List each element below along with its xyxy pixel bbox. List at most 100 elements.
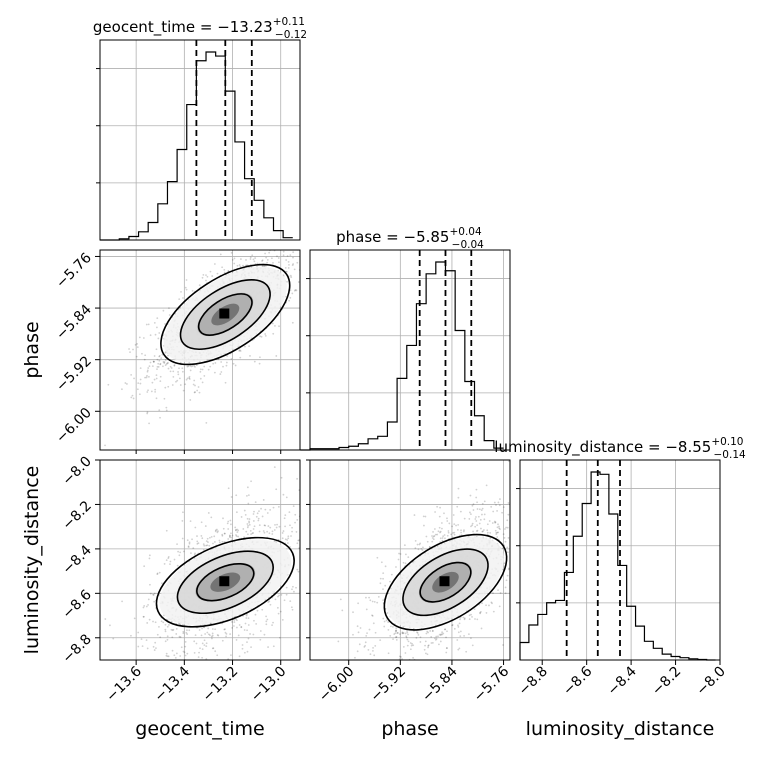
sample-point xyxy=(246,650,249,653)
sample-point xyxy=(302,640,304,642)
sample-point xyxy=(247,524,249,527)
sample-point xyxy=(407,640,410,643)
sample-point xyxy=(382,572,385,575)
sample-point xyxy=(216,531,219,534)
sample-point xyxy=(238,264,241,266)
sample-point xyxy=(456,528,459,531)
sample-point xyxy=(240,516,243,518)
y-tick-label: −8.6 xyxy=(59,587,94,622)
sample-point xyxy=(199,368,202,371)
sample-point xyxy=(249,355,251,357)
sample-point xyxy=(374,644,377,647)
sample-point xyxy=(416,631,418,634)
sample-point xyxy=(219,541,221,544)
sample-point xyxy=(193,364,196,367)
sample-point xyxy=(227,538,230,540)
sample-point xyxy=(221,534,224,537)
sample-point xyxy=(196,540,199,543)
sample-point xyxy=(471,504,474,507)
sample-point xyxy=(240,626,243,629)
sample-point xyxy=(235,528,237,531)
x-tick-label: −13.0 xyxy=(248,664,290,706)
sample-point xyxy=(467,633,470,635)
sample-point xyxy=(381,663,383,665)
sample-point xyxy=(201,656,204,659)
sample-point xyxy=(243,629,246,631)
sample-point xyxy=(201,648,204,651)
sample-point xyxy=(344,225,346,227)
sample-point xyxy=(214,650,217,653)
sample-point xyxy=(149,592,152,595)
x-tick-label: −5.92 xyxy=(367,664,409,706)
sample-point xyxy=(492,610,495,613)
sample-point xyxy=(181,537,184,540)
sample-point xyxy=(248,523,251,526)
sample-point xyxy=(209,270,212,273)
sample-point xyxy=(287,535,290,538)
sample-point xyxy=(281,241,283,243)
sample-point xyxy=(230,496,233,498)
sample-point xyxy=(498,605,501,608)
sample-point xyxy=(160,620,163,623)
sample-point xyxy=(274,248,276,250)
sample-point xyxy=(268,600,271,603)
sample-point xyxy=(307,512,309,514)
sample-point xyxy=(228,536,231,538)
sample-point xyxy=(277,505,280,508)
sample-point xyxy=(73,400,75,402)
sample-point xyxy=(291,292,294,295)
sample-point xyxy=(395,630,397,632)
sample-point xyxy=(141,645,144,648)
sample-point xyxy=(476,529,479,532)
density-peak xyxy=(439,576,450,587)
sample-point xyxy=(163,563,166,565)
sample-point xyxy=(152,360,155,363)
sample-point xyxy=(242,528,245,530)
sample-point xyxy=(155,374,158,377)
sample-point xyxy=(145,376,148,379)
sample-point xyxy=(179,551,182,554)
sample-point xyxy=(205,274,207,276)
sample-point xyxy=(265,223,267,225)
sample-point xyxy=(474,525,477,528)
sample-point xyxy=(207,633,210,636)
sample-point xyxy=(174,656,177,659)
sample-point xyxy=(148,422,150,425)
sample-point xyxy=(186,664,188,666)
sample-point xyxy=(148,618,151,621)
sample-point xyxy=(186,539,189,542)
sample-point xyxy=(285,586,288,589)
sample-point xyxy=(154,333,157,336)
sample-point xyxy=(275,355,278,357)
sample-point xyxy=(221,533,224,536)
sample-point xyxy=(288,263,290,266)
sample-point xyxy=(239,350,242,352)
sample-point xyxy=(170,628,173,631)
sample-point xyxy=(504,528,506,530)
sample-point xyxy=(481,602,483,605)
sample-point xyxy=(262,530,265,532)
sample-point xyxy=(393,633,396,635)
sample-point xyxy=(453,627,456,630)
sample-point xyxy=(395,566,397,568)
sample-point xyxy=(379,639,382,642)
sample-point xyxy=(369,653,372,656)
sample-point xyxy=(158,332,161,334)
sample-point xyxy=(212,542,214,545)
sample-point xyxy=(291,321,294,324)
sample-point xyxy=(426,653,429,656)
sample-point xyxy=(147,323,150,326)
sample-point xyxy=(457,624,459,627)
sample-point xyxy=(329,274,331,276)
sample-point xyxy=(308,252,310,254)
sample-point xyxy=(142,337,145,339)
sample-point xyxy=(159,362,162,365)
sample-point xyxy=(494,529,497,532)
sample-point xyxy=(413,514,416,516)
sample-point xyxy=(431,641,434,644)
sample-point xyxy=(279,244,281,246)
sample-point xyxy=(195,642,198,645)
sample-point xyxy=(231,258,234,261)
sample-point xyxy=(457,648,460,651)
sample-point xyxy=(451,525,454,528)
